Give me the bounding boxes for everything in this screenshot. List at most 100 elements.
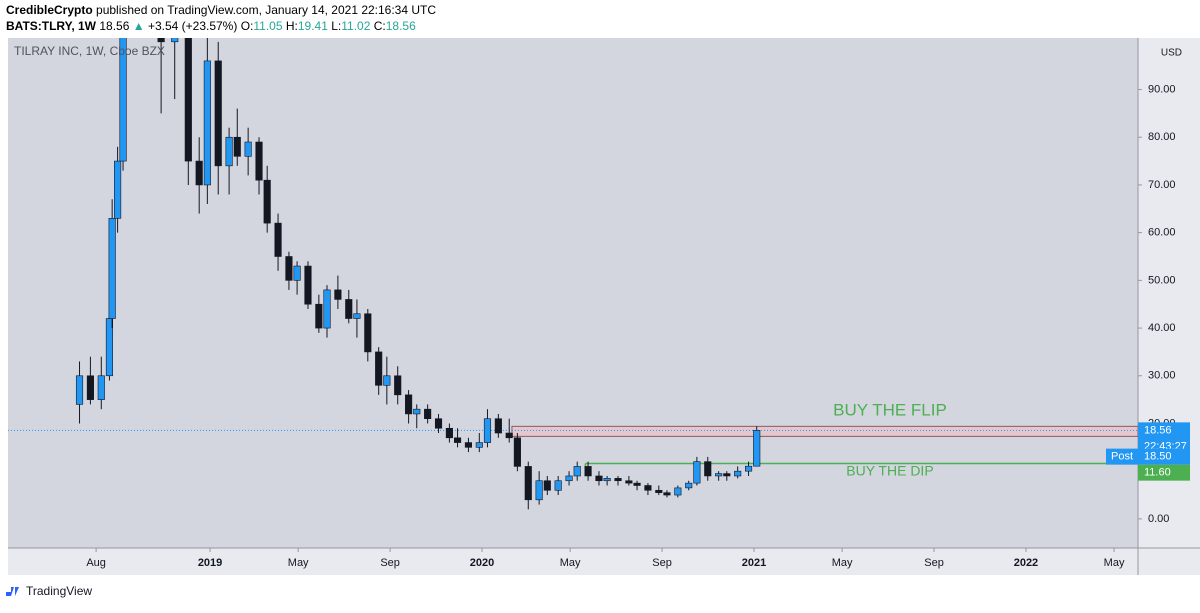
annotation: BUY THE FLIP (833, 401, 947, 420)
x-tick-label: May (560, 557, 581, 569)
ohlc-key: O: (241, 19, 254, 33)
candle-body (255, 141, 263, 181)
x-tick-label: Sep (380, 557, 400, 569)
x-tick-label: 2020 (470, 557, 494, 569)
time-axis-bg (8, 548, 1138, 575)
price-axis-bg (1138, 38, 1200, 575)
symbol: BATS:TLRY, 1W (6, 19, 97, 33)
candle-body (274, 222, 282, 257)
x-tick-label: 2021 (742, 557, 766, 569)
y-tick-label: 90.00 (1148, 83, 1176, 95)
candle-body (584, 466, 592, 477)
candle-body (375, 351, 383, 386)
x-tick-label: May (288, 557, 309, 569)
annotation: BUY THE DIP (846, 462, 933, 478)
level-box (1138, 464, 1190, 481)
candle-body (734, 470, 742, 477)
y-tick-label: 30.00 (1148, 370, 1176, 382)
candle-body (603, 478, 611, 482)
ohlc-key: C: (374, 19, 386, 33)
candle-body (704, 461, 712, 477)
x-tick-label: Sep (652, 557, 672, 569)
x-tick-label: 2019 (198, 557, 222, 569)
y-tick-label: 50.00 (1148, 274, 1176, 286)
candle-body (195, 160, 203, 186)
ohlc-value: 11.05 (253, 19, 282, 33)
candle-body (464, 442, 472, 448)
candle-body (663, 492, 671, 496)
candle-body (723, 473, 731, 477)
candle-body (203, 60, 211, 186)
candle-body (655, 489, 663, 493)
candle-body (184, 38, 192, 162)
candle-body (108, 218, 116, 319)
currency: USD (1161, 48, 1182, 59)
candle-body (214, 60, 222, 167)
candle-body (513, 437, 521, 467)
candle-body (453, 437, 462, 443)
candle-body (483, 418, 492, 443)
ohlc-value: 18.56 (386, 19, 416, 33)
candle-body (383, 375, 391, 386)
candle-body (573, 466, 581, 477)
candle-body (353, 313, 361, 319)
candle-body (405, 394, 413, 415)
candle-body (263, 179, 271, 224)
candle-body (524, 466, 532, 501)
candle-body (753, 430, 761, 467)
candle-body (693, 461, 701, 484)
candle-body (97, 375, 105, 400)
logo (6, 587, 19, 596)
x-tick-label: May (832, 557, 853, 569)
chart-title: TILRAY INC, 1W, Cboe BZX (14, 44, 165, 58)
ohlc-value: 11.02 (341, 19, 370, 33)
last: 18.56 (99, 19, 129, 33)
header-bg (0, 0, 1200, 38)
post-name: Post (1111, 451, 1133, 463)
candle-body (445, 427, 453, 439)
candle-body (157, 38, 165, 43)
ohlc-key: L: (331, 19, 341, 33)
candle-body (554, 480, 562, 491)
candle-body (334, 289, 342, 300)
post-name-box (1106, 448, 1138, 465)
candle-body (171, 38, 179, 43)
candle-body (625, 480, 633, 484)
candle-body (434, 418, 443, 429)
candle-body (345, 299, 353, 319)
candle-body (715, 473, 723, 477)
x-tick-label: May (1104, 557, 1125, 569)
ohlc-key: H: (286, 19, 298, 33)
candle-body (323, 289, 331, 329)
candle-body (315, 303, 323, 329)
candle-body (685, 482, 693, 489)
arrow: ▲ (133, 19, 145, 33)
candle-body (744, 465, 753, 472)
candle-body (293, 265, 301, 281)
y-tick-label: 70.00 (1148, 179, 1176, 191)
x-tick-label: 2022 (1014, 557, 1038, 569)
candle-body (75, 375, 84, 405)
resistance-zone (511, 425, 1138, 437)
candle-body (233, 136, 241, 157)
candle-body (565, 475, 573, 482)
candle-body (114, 160, 122, 219)
candle-body (225, 136, 233, 167)
candle-body (424, 408, 432, 420)
candle-body (475, 442, 483, 448)
candle-body (674, 487, 682, 496)
y-tick-label: 60.00 (1148, 227, 1176, 239)
candle-body (285, 256, 293, 281)
plot-bg (8, 38, 1138, 548)
x-tick-label: Aug (86, 557, 106, 569)
candle-body (595, 475, 603, 482)
candle-body (494, 418, 502, 434)
y-tick-label: 0.00 (1148, 513, 1169, 525)
candle-body (364, 313, 372, 353)
y-tick-label: 80.00 (1148, 131, 1176, 143)
x-tick-label: Sep (924, 557, 944, 569)
y-tick-label: 40.00 (1148, 322, 1176, 334)
overlay: BUY THE FLIP BUY THE DIP (833, 401, 947, 479)
header-line-1: CredibleCrypto published on TradingView.… (6, 3, 436, 17)
candle-body (543, 480, 551, 491)
